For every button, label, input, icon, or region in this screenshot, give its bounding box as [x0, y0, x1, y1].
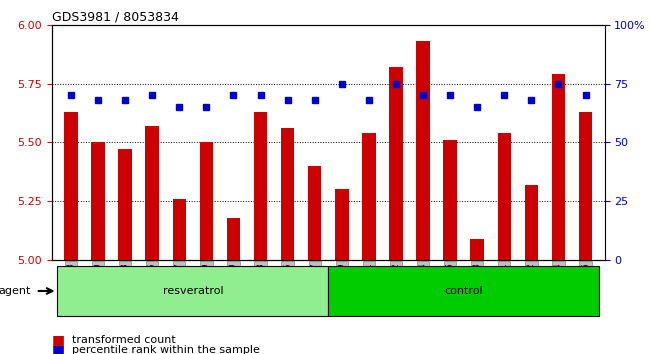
FancyBboxPatch shape	[57, 266, 328, 316]
Bar	[254, 112, 267, 260]
Bar	[335, 189, 348, 260]
Text: ■: ■	[52, 333, 65, 347]
Text: control: control	[445, 286, 483, 296]
Bar	[281, 128, 294, 260]
Text: percentile rank within the sample: percentile rank within the sample	[72, 346, 259, 354]
Bar	[146, 126, 159, 260]
Bar	[471, 239, 484, 260]
Bar	[172, 199, 186, 260]
Text: resveratrol: resveratrol	[162, 286, 223, 296]
Bar	[525, 185, 538, 260]
Bar	[416, 41, 430, 260]
Bar	[91, 142, 105, 260]
Bar	[64, 112, 78, 260]
Text: GDS3981 / 8053834: GDS3981 / 8053834	[52, 11, 179, 24]
Bar	[552, 74, 566, 260]
Bar	[308, 166, 322, 260]
Bar	[227, 217, 240, 260]
Text: ■: ■	[52, 343, 65, 354]
Text: agent: agent	[0, 286, 31, 296]
FancyBboxPatch shape	[328, 266, 599, 316]
Bar	[118, 149, 132, 260]
Bar	[200, 142, 213, 260]
Text: transformed count: transformed count	[72, 335, 176, 345]
Bar	[389, 67, 403, 260]
Bar	[497, 133, 511, 260]
Bar	[578, 112, 592, 260]
Bar	[362, 133, 376, 260]
Bar	[443, 140, 457, 260]
